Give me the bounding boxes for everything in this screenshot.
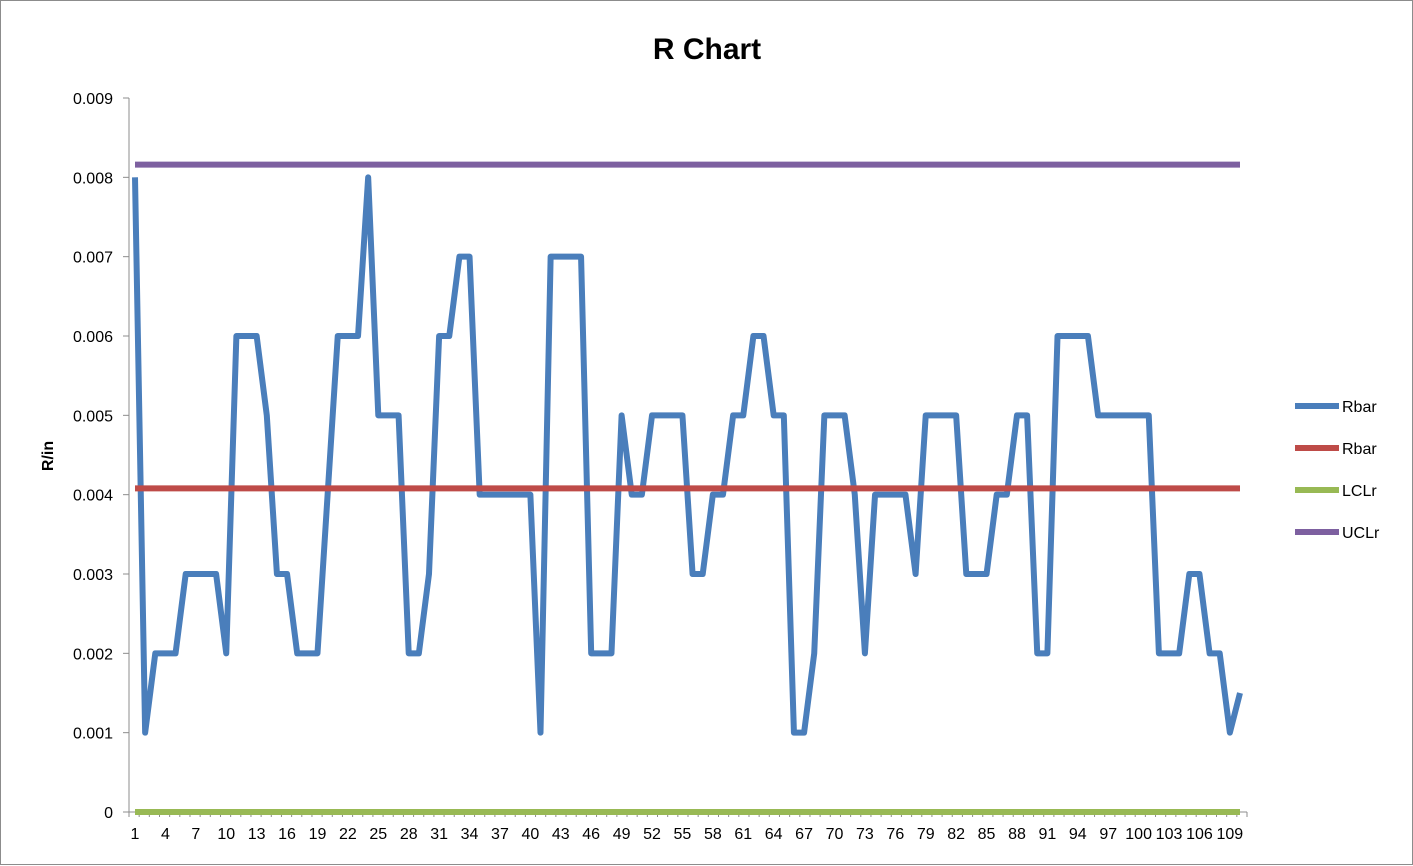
x-tick-label: 7 <box>191 826 200 843</box>
x-tick-label: 91 <box>1038 826 1056 843</box>
x-tick-label: 13 <box>248 826 266 843</box>
x-tick-label: 82 <box>947 826 965 843</box>
y-tick-label: 0.002 <box>73 646 113 663</box>
y-tick-label: 0.009 <box>73 91 113 108</box>
x-tick-label: 4 <box>161 826 170 843</box>
x-tick-label: 31 <box>430 826 448 843</box>
x-tick-label: 88 <box>1008 826 1026 843</box>
x-tick-label: 40 <box>521 826 539 843</box>
x-tick-label: 49 <box>613 826 631 843</box>
x-tick-label: 79 <box>917 826 935 843</box>
x-tick-label: 10 <box>217 826 235 843</box>
axes: 0 0.001 0.002 0.003 0.004 0.005 0.006 0.007 0.00… <box>73 91 1248 843</box>
x-tick-label: 109 <box>1217 826 1244 843</box>
legend-label: LCLr <box>1342 483 1377 500</box>
y-axis-label: R/in <box>40 441 57 471</box>
x-tick-label: 34 <box>461 826 479 843</box>
y-tick-label: 0.008 <box>73 170 113 187</box>
x-tick-label: 16 <box>278 826 296 843</box>
x-tick-label: 100 <box>1125 826 1152 843</box>
x-tick-label: 52 <box>643 826 661 843</box>
x-tick-label: 19 <box>309 826 327 843</box>
x-tick-label: 97 <box>1099 826 1117 843</box>
x-tick-label: 73 <box>856 826 874 843</box>
series-layer <box>132 161 1243 815</box>
chart-title: R Chart <box>653 33 761 66</box>
x-tick-label: 55 <box>674 826 692 843</box>
x-tick-label: 76 <box>886 826 904 843</box>
y-tick-label: 0.001 <box>73 726 113 743</box>
x-tick-label: 61 <box>734 826 752 843</box>
x-tick-label: 1 <box>131 826 140 843</box>
x-tick-label: 94 <box>1069 826 1087 843</box>
x-tick-label: 106 <box>1186 826 1213 843</box>
x-tick-label: 70 <box>826 826 844 843</box>
x-tick-label: 28 <box>400 826 418 843</box>
x-tick-label: 85 <box>978 826 996 843</box>
x-tick-label: 103 <box>1156 826 1183 843</box>
x-tick-label: 37 <box>491 826 509 843</box>
y-tick-label: 0.007 <box>73 250 113 267</box>
x-tick-label: 46 <box>582 826 600 843</box>
legend-label: Rbar <box>1342 441 1377 458</box>
x-tick-label: 64 <box>765 826 783 843</box>
x-tick-label: 67 <box>795 826 813 843</box>
y-tick-label: 0.005 <box>73 408 113 425</box>
x-tick-label: 43 <box>552 826 570 843</box>
legend: Rbar Rbar LCLr UCLr <box>1295 399 1380 542</box>
legend-label: Rbar <box>1342 399 1377 416</box>
y-tick-label: 0 <box>104 805 113 822</box>
series-line-rbar-0 <box>132 174 1243 736</box>
x-tick-label: 25 <box>369 826 387 843</box>
y-tick-label: 0.006 <box>73 329 113 346</box>
legend-label: UCLr <box>1342 525 1380 542</box>
x-tick-label: 22 <box>339 826 357 843</box>
y-tick-label: 0.004 <box>73 488 113 505</box>
x-tick-label: 58 <box>704 826 722 843</box>
y-tick-label: 0.003 <box>73 567 113 584</box>
